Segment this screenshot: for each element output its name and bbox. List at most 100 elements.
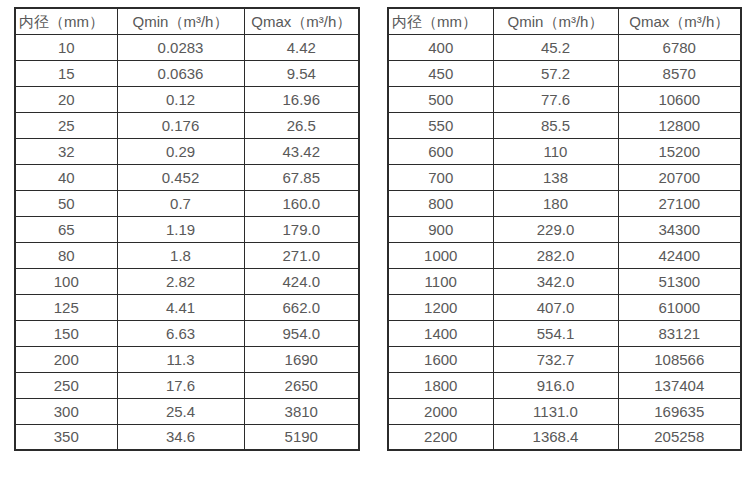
column-header-qmin: Qmin（m³/h）	[493, 8, 618, 34]
qmax-cell: 12800	[618, 112, 741, 138]
table-row: 1100342.051300	[388, 268, 741, 294]
column-header-qmax: Qmax（m³/h）	[244, 8, 359, 34]
qmin-cell: 17.6	[117, 372, 244, 398]
diameter-cell: 550	[388, 112, 493, 138]
diameter-cell: 1200	[388, 294, 493, 320]
qmax-cell: 10600	[618, 86, 741, 112]
diameter-cell: 1800	[388, 372, 493, 398]
table-row: 500.7160.0	[15, 190, 359, 216]
qmin-cell: 11.3	[117, 346, 244, 372]
qmax-cell: 51300	[618, 268, 741, 294]
table-row: 1002.82424.0	[15, 268, 359, 294]
qmin-cell: 1368.4	[493, 424, 618, 450]
qmax-cell: 169635	[618, 398, 741, 424]
qmax-cell: 2650	[244, 372, 359, 398]
table-row: 70013820700	[388, 164, 741, 190]
table-row: 60011015200	[388, 138, 741, 164]
diameter-cell: 700	[388, 164, 493, 190]
header-row: 内径（mm）Qmin（m³/h）Qmax（m³/h）	[388, 8, 741, 34]
diameter-cell: 500	[388, 86, 493, 112]
table-row: 320.2943.42	[15, 138, 359, 164]
diameter-cell: 1000	[388, 242, 493, 268]
table-row: 80018027100	[388, 190, 741, 216]
qmax-cell: 179.0	[244, 216, 359, 242]
diameter-cell: 25	[15, 112, 117, 138]
table-row: 100.02834.42	[15, 34, 359, 60]
qmin-cell: 229.0	[493, 216, 618, 242]
qmax-cell: 205258	[618, 424, 741, 450]
diameter-cell: 200	[15, 346, 117, 372]
qmax-cell: 15200	[618, 138, 741, 164]
qmax-cell: 424.0	[244, 268, 359, 294]
qmin-cell: 916.0	[493, 372, 618, 398]
qmin-cell: 0.12	[117, 86, 244, 112]
table-row: 1254.41662.0	[15, 294, 359, 320]
qmax-cell: 4.42	[244, 34, 359, 60]
qmin-cell: 282.0	[493, 242, 618, 268]
table-row: 22001368.4205258	[388, 424, 741, 450]
table-row: 1600732.7108566	[388, 346, 741, 372]
diameter-cell: 150	[15, 320, 117, 346]
diameter-cell: 1600	[388, 346, 493, 372]
diameter-cell: 10	[15, 34, 117, 60]
qmax-cell: 26.5	[244, 112, 359, 138]
qmax-cell: 662.0	[244, 294, 359, 320]
qmax-cell: 34300	[618, 216, 741, 242]
table-row: 801.8271.0	[15, 242, 359, 268]
qmin-cell: 554.1	[493, 320, 618, 346]
qmin-cell: 0.7	[117, 190, 244, 216]
diameter-cell: 450	[388, 60, 493, 86]
table-row: 50077.610600	[388, 86, 741, 112]
qmin-cell: 25.4	[117, 398, 244, 424]
diameter-cell: 2200	[388, 424, 493, 450]
column-header-qmin: Qmin（m³/h）	[117, 8, 244, 34]
table-row: 1800916.0137404	[388, 372, 741, 398]
diameter-cell: 1400	[388, 320, 493, 346]
qmin-cell: 110	[493, 138, 618, 164]
qmin-cell: 342.0	[493, 268, 618, 294]
qmax-cell: 16.96	[244, 86, 359, 112]
flow-spec-table-small-diameters: 内径（mm）Qmin（m³/h）Qmax（m³/h）100.02834.4215…	[14, 7, 360, 451]
qmax-cell: 83121	[618, 320, 741, 346]
qmin-cell: 45.2	[493, 34, 618, 60]
qmin-cell: 57.2	[493, 60, 618, 86]
table-row: 1400554.183121	[388, 320, 741, 346]
diameter-cell: 300	[15, 398, 117, 424]
qmax-cell: 160.0	[244, 190, 359, 216]
table-row: 651.19179.0	[15, 216, 359, 242]
diameter-cell: 350	[15, 424, 117, 450]
qmax-cell: 108566	[618, 346, 741, 372]
qmin-cell: 0.452	[117, 164, 244, 190]
table-row: 30025.43810	[15, 398, 359, 424]
diameter-cell: 65	[15, 216, 117, 242]
diameter-cell: 400	[388, 34, 493, 60]
column-header-diameter: 内径（mm）	[15, 8, 117, 34]
diameter-cell: 800	[388, 190, 493, 216]
qmin-cell: 0.29	[117, 138, 244, 164]
table-row: 40045.26780	[388, 34, 741, 60]
diameter-cell: 80	[15, 242, 117, 268]
qmin-cell: 77.6	[493, 86, 618, 112]
diameter-cell: 600	[388, 138, 493, 164]
qmax-cell: 67.85	[244, 164, 359, 190]
table-row: 400.45267.85	[15, 164, 359, 190]
table-row: 55085.512800	[388, 112, 741, 138]
table-row: 200.1216.96	[15, 86, 359, 112]
flow-spec-page: 内径（mm）Qmin（m³/h）Qmax（m³/h）100.02834.4215…	[0, 0, 750, 483]
qmin-cell: 6.63	[117, 320, 244, 346]
qmin-cell: 138	[493, 164, 618, 190]
qmax-cell: 43.42	[244, 138, 359, 164]
qmax-cell: 27100	[618, 190, 741, 216]
qmax-cell: 954.0	[244, 320, 359, 346]
qmax-cell: 271.0	[244, 242, 359, 268]
diameter-cell: 20	[15, 86, 117, 112]
diameter-cell: 125	[15, 294, 117, 320]
diameter-cell: 15	[15, 60, 117, 86]
flow-spec-table-large-diameters: 内径（mm）Qmin（m³/h）Qmax（m³/h）40045.26780450…	[387, 7, 742, 451]
column-header-diameter: 内径（mm）	[388, 8, 493, 34]
qmin-cell: 34.6	[117, 424, 244, 450]
qmin-cell: 407.0	[493, 294, 618, 320]
table-row: 45057.28570	[388, 60, 741, 86]
qmin-cell: 1.19	[117, 216, 244, 242]
qmax-cell: 9.54	[244, 60, 359, 86]
